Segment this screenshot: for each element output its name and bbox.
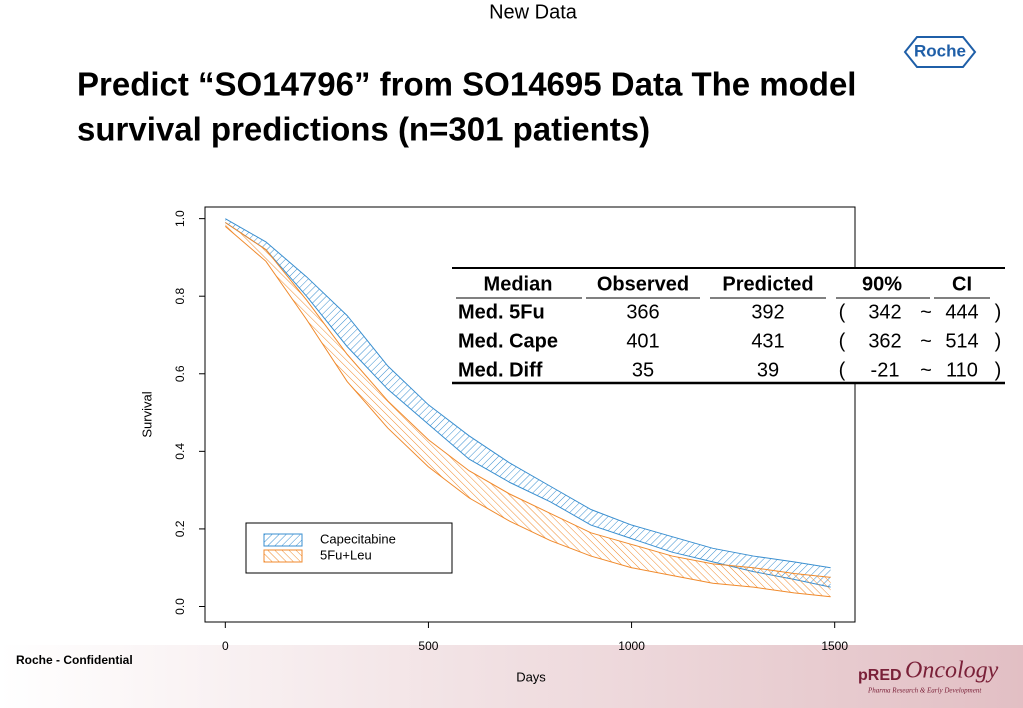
x-axis-label: Days — [516, 669, 546, 684]
y-tick-label: 0.8 — [173, 288, 187, 305]
legend-swatch — [263, 533, 303, 547]
row-label: Med. 5Fu — [458, 301, 545, 323]
legend-swatch — [263, 549, 303, 563]
table-cell: 342 — [868, 301, 901, 323]
table-cell: ) — [995, 330, 1002, 352]
y-axis-label: Survival — [139, 391, 154, 437]
footer-band — [0, 645, 1023, 708]
table-cell: ) — [995, 359, 1002, 381]
x-tick-label: 500 — [418, 639, 438, 653]
table-cell: ) — [995, 301, 1002, 323]
legend-label: 5Fu+Leu — [320, 547, 372, 562]
y-tick-label: 0.6 — [173, 365, 187, 382]
logo-text: Roche — [914, 41, 966, 60]
band-upper — [225, 222, 831, 578]
table-cell: 366 — [626, 301, 659, 323]
logo-hexagon — [903, 36, 977, 68]
table-cell: 401 — [626, 330, 659, 352]
band — [225, 222, 831, 597]
table-cell: 431 — [751, 330, 784, 352]
legend-label: Capecitabine — [320, 531, 396, 546]
title: Predict “SO14796” from SO14695 Data The … — [77, 66, 856, 103]
table-cell: ~ — [920, 330, 932, 352]
table-cell: 514 — [945, 330, 978, 352]
band-lower — [224, 226, 831, 598]
x-tick-label: 1500 — [821, 639, 848, 653]
band-upper — [225, 218, 831, 569]
table-header: Predicted — [722, 273, 813, 295]
table-header: CI — [952, 273, 972, 295]
y-tick-label: 0.2 — [173, 520, 187, 537]
header: New Data — [489, 1, 578, 23]
table-cell: ~ — [920, 359, 932, 381]
table-cell: ~ — [920, 301, 932, 323]
table-cell: -21 — [871, 359, 900, 381]
table-cell: 39 — [757, 359, 779, 381]
table-cell: 35 — [632, 359, 654, 381]
brand-prefix: pRED — [858, 667, 902, 684]
y-tick-label: 0.0 — [173, 598, 187, 615]
table-header: 90% — [862, 273, 902, 295]
y-tick-label: 1.0 — [173, 210, 187, 227]
confidential: Roche - Confidential — [16, 653, 133, 667]
x-tick-label: 1000 — [618, 639, 645, 653]
row-label: Med. Cape — [458, 330, 558, 352]
table-cell: ( — [839, 359, 846, 381]
legend-box — [245, 522, 453, 574]
table-cell: 444 — [945, 301, 978, 323]
table-cell: 362 — [868, 330, 901, 352]
table-cell: 392 — [751, 301, 784, 323]
title: survival predictions (n=301 patients) — [77, 111, 650, 148]
table-bg — [452, 268, 1005, 384]
brand-sub: Pharma Research & Early Development — [867, 687, 982, 695]
row-label: Med. Diff — [458, 359, 543, 381]
table-cell: ( — [839, 330, 846, 352]
x-tick-label: 0 — [222, 639, 229, 653]
brand: Oncology — [905, 658, 999, 684]
table-cell: ( — [839, 301, 846, 323]
table-header: Observed — [597, 273, 689, 295]
roche-logo: Roche — [903, 36, 977, 68]
table-cell: 110 — [946, 359, 978, 381]
table-header: Median — [484, 273, 553, 295]
y-tick-label: 0.4 — [173, 443, 187, 460]
